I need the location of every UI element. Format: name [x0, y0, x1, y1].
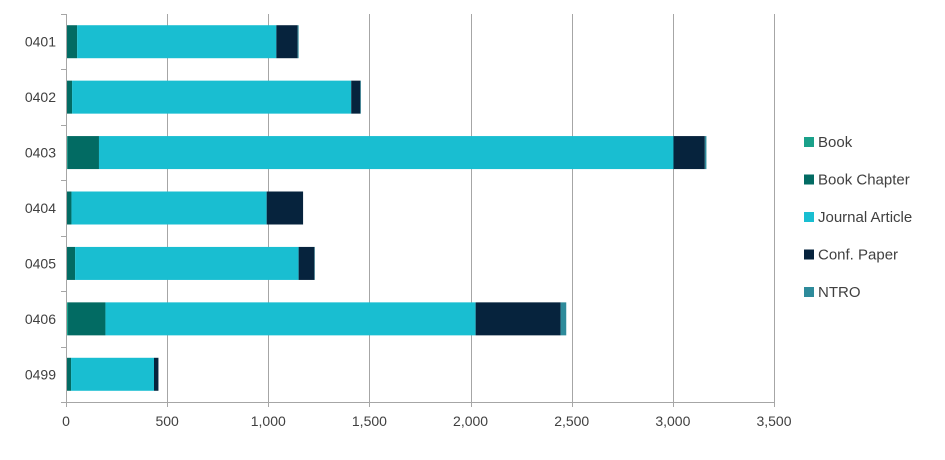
- legend-swatch-journal-article: [804, 212, 814, 222]
- x-tick-label-2500: 2,500: [554, 413, 589, 429]
- bar-0499-conf-paper: [153, 357, 159, 391]
- bar-0403-ntro: [704, 136, 707, 170]
- bar-0404-journal-article: [71, 191, 267, 225]
- gridlines: [167, 14, 775, 402]
- bar-0401-conf-paper: [276, 25, 298, 59]
- x-tick-label-3500: 3,500: [756, 413, 791, 429]
- bar-0406-ntro: [560, 302, 567, 336]
- bar-0402-book-chapter: [67, 80, 73, 114]
- bar-0402-journal-article: [72, 80, 352, 114]
- bar-0499-journal-article: [71, 357, 154, 391]
- y-tick-label-0404: 0404: [25, 200, 56, 216]
- bar-0404-conf-paper: [266, 191, 304, 225]
- legend-swatch-book: [804, 137, 814, 147]
- y-tick-label-0406: 0406: [25, 311, 56, 327]
- legend-label-journal-article: Journal Article: [818, 209, 912, 226]
- x-tick-label-2000: 2,000: [453, 413, 488, 429]
- bar-0499-book-chapter: [67, 357, 72, 391]
- bar-0402-ntro: [360, 80, 361, 114]
- bar-0405-journal-article: [75, 246, 299, 280]
- legend-label-book: Book: [818, 134, 853, 151]
- bars: [66, 25, 707, 391]
- legend-label-conf-paper: Conf. Paper: [818, 247, 898, 264]
- bar-0406-journal-article: [105, 302, 476, 336]
- bar-0403-book-chapter: [67, 136, 99, 170]
- bar-0403-conf-paper: [673, 136, 705, 170]
- bar-0403-journal-article: [98, 136, 674, 170]
- legend-label-ntro: NTRO: [818, 284, 861, 301]
- bar-0401-journal-article: [77, 25, 277, 59]
- legend-swatch-book-chapter: [804, 174, 814, 185]
- y-tick-label-0499: 0499: [25, 366, 56, 382]
- bar-0406-book-chapter: [68, 302, 106, 336]
- bar-0405-book-chapter: [67, 246, 76, 280]
- y-tick-label-0405: 0405: [25, 255, 56, 271]
- y-tick-label-0403: 0403: [25, 145, 56, 161]
- bar-0406-book: [66, 302, 69, 336]
- bar-0402-conf-paper: [351, 80, 361, 114]
- legend: Book Book Chapter Journal Article Conf. Pap…: [804, 134, 912, 301]
- bar-0405-conf-paper: [298, 246, 315, 280]
- y-tick-label-0401: 0401: [25, 34, 56, 50]
- legend-swatch-conf-paper: [804, 249, 814, 260]
- x-tick-label-1500: 1,500: [352, 413, 387, 429]
- y-tick-label-0402: 0402: [25, 89, 56, 105]
- axes: 0401 0402 0403 0404 0405 0406 0499 0 500 1,000 1,5…: [25, 14, 792, 429]
- bar-0401-ntro: [297, 25, 299, 59]
- bar-0406-conf-paper: [475, 302, 561, 336]
- x-tick-label-1000: 1,000: [251, 413, 286, 429]
- bar-0401-book-chapter: [67, 25, 78, 59]
- legend-label-book-chapter: Book Chapter: [818, 172, 910, 189]
- x-tick-label-3000: 3,000: [655, 413, 690, 429]
- legend-swatch-ntro: [804, 287, 814, 297]
- x-tick-label-0: 0: [62, 413, 70, 429]
- x-tick-label-500: 500: [155, 413, 179, 429]
- bar-0404-book-chapter: [67, 191, 72, 225]
